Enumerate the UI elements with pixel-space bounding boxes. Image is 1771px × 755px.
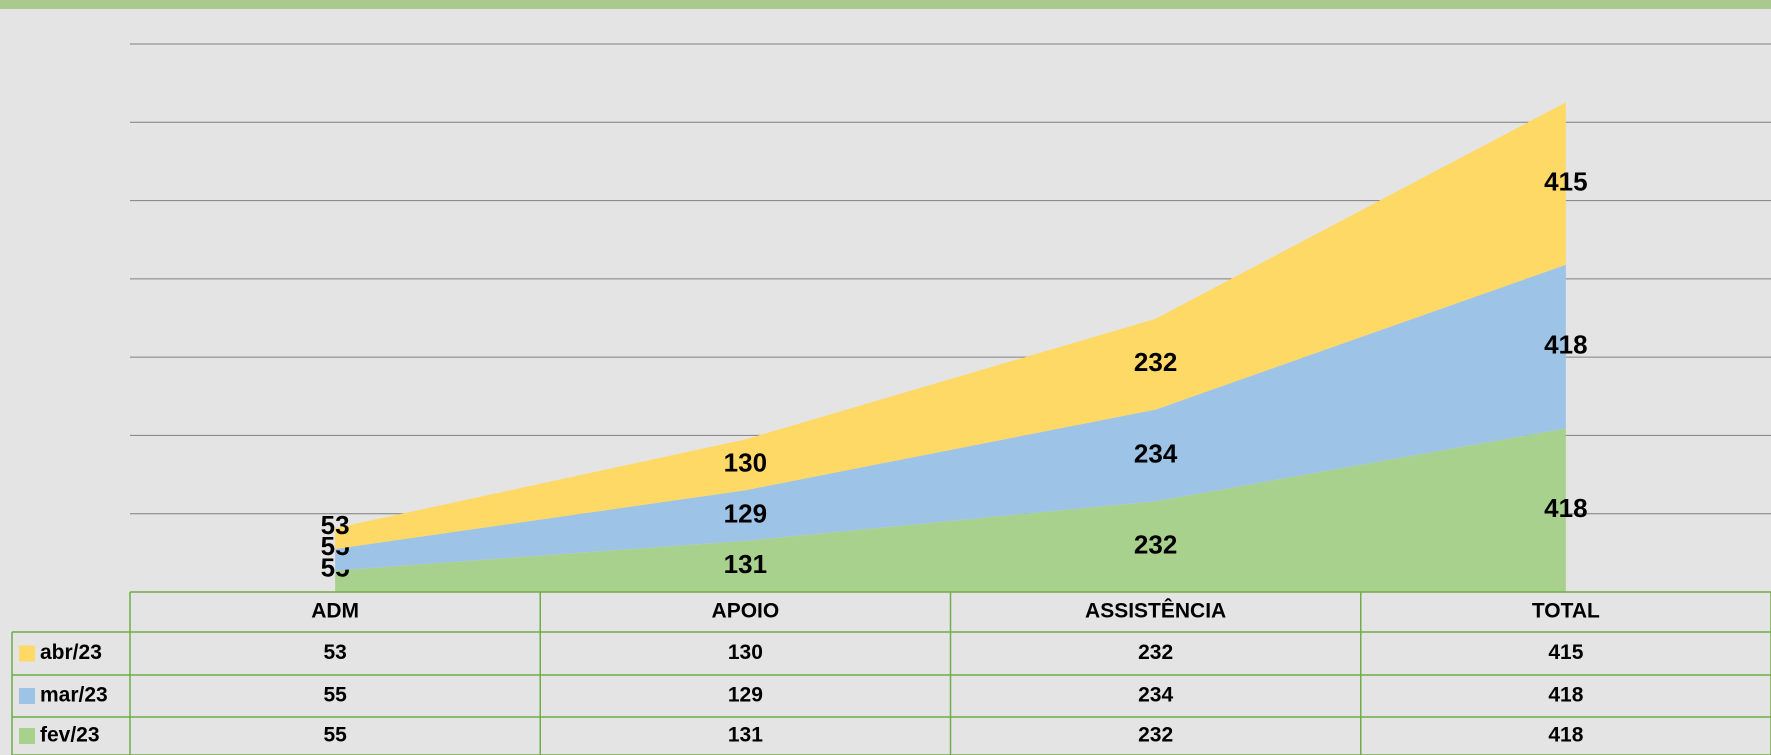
- x-tick-label: APOIO: [712, 600, 780, 623]
- table-cell: 55: [323, 724, 347, 747]
- table-cell: 232: [1138, 641, 1173, 664]
- legend-swatch: [19, 728, 35, 744]
- table-cell: 415: [1548, 641, 1583, 664]
- legend-label: mar/23: [40, 684, 108, 707]
- x-tick-label: ASSISTÊNCIA: [1085, 599, 1226, 623]
- data-label: 232: [1134, 347, 1177, 377]
- table-cell: 131: [728, 724, 763, 747]
- data-label: 232: [1134, 529, 1177, 559]
- data-label: 53: [321, 510, 350, 540]
- data-label: 130: [724, 448, 767, 478]
- table-cell: 129: [728, 684, 763, 707]
- table-cell: 232: [1138, 724, 1173, 747]
- chart: 55 131 232 418 55 129 234 418 53 130 232 415 ADM APOI…: [0, 0, 1771, 755]
- page: 55 131 232 418 55 129 234 418 53 130 232 415 ADM APOI…: [0, 0, 1771, 755]
- legend-swatch: [19, 688, 35, 704]
- x-tick-label: TOTAL: [1532, 600, 1600, 623]
- table-cell: 130: [728, 641, 763, 664]
- top-strip: [0, 0, 1771, 9]
- legend-label: fev/23: [40, 724, 100, 747]
- table-cell: 234: [1138, 684, 1173, 707]
- table-cell: 55: [323, 684, 347, 707]
- data-label: 418: [1544, 493, 1587, 523]
- data-label: 415: [1544, 166, 1587, 196]
- table-cell: 418: [1548, 684, 1583, 707]
- data-label: 418: [1544, 329, 1587, 359]
- x-tick-label: ADM: [311, 600, 359, 623]
- table-cell: 53: [323, 641, 346, 664]
- data-label: 129: [724, 498, 767, 528]
- table-cell: 418: [1548, 724, 1583, 747]
- legend-swatch: [19, 646, 35, 662]
- data-label: 131: [724, 549, 767, 579]
- legend-label: abr/23: [40, 641, 102, 664]
- data-label: 234: [1134, 438, 1178, 468]
